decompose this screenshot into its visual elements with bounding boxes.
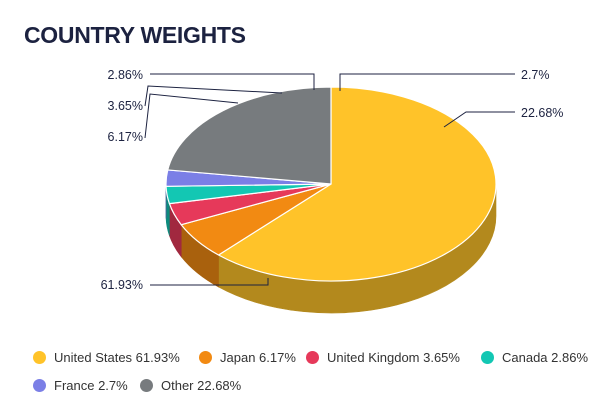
data-label-japan: 6.17% (108, 130, 143, 144)
pie-slice-other (167, 86, 332, 185)
data-label-france: 2.7% (521, 68, 550, 82)
pie-top (165, 86, 497, 282)
leader-line-united-kingdom (144, 85, 283, 107)
data-label-united-kingdom: 3.65% (108, 99, 143, 113)
leader-line-united-states (150, 278, 269, 286)
leader-line-canada (150, 73, 315, 90)
data-label-united-states: 61.93% (101, 278, 143, 292)
leader-line-japan (144, 93, 239, 139)
data-labels: 61.93% 6.17% 3.65% 2.86% 2.7% 22.68% (101, 68, 564, 292)
data-label-canada: 2.86% (108, 68, 143, 82)
leader-line-other (443, 111, 515, 128)
pie-slice-united-states (217, 86, 497, 282)
chart-title: COUNTRY WEIGHTS (24, 22, 246, 48)
leader-line-france (339, 73, 515, 91)
data-label-other: 22.68% (521, 106, 563, 120)
